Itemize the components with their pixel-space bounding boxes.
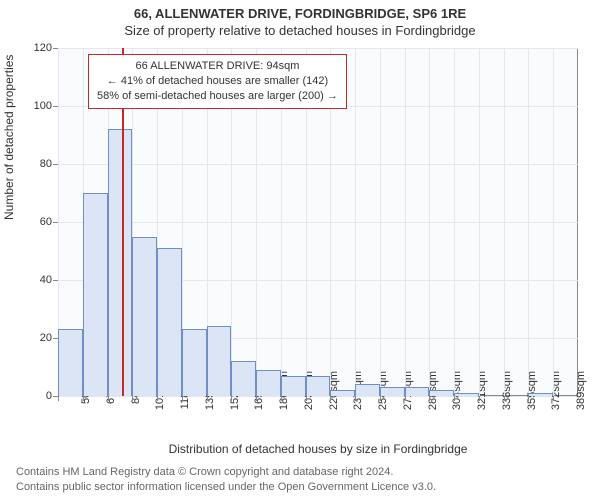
histogram-bar xyxy=(355,384,380,396)
annotation-box: 66 ALLENWATER DRIVE: 94sqm← 41% of detac… xyxy=(88,54,347,109)
histogram-bar xyxy=(256,370,281,396)
x-tick xyxy=(306,396,307,401)
annotation-line-3: 58% of semi-detached houses are larger (… xyxy=(97,89,338,104)
x-tick xyxy=(281,396,282,401)
x-tick xyxy=(182,396,183,401)
histogram-bar xyxy=(454,393,479,396)
chart-title-main: 66, ALLENWATER DRIVE, FORDINGBRIDGE, SP6… xyxy=(0,0,600,21)
histogram-bar xyxy=(281,376,306,396)
grid-line-v xyxy=(553,48,554,396)
y-tick-label: 100 xyxy=(34,100,58,112)
histogram-bar xyxy=(330,390,355,396)
annotation-line-2: ← 41% of detached houses are smaller (14… xyxy=(97,74,338,89)
histogram-bar xyxy=(58,329,83,396)
grid-line-v xyxy=(380,48,381,396)
grid-line-v xyxy=(454,48,455,396)
y-tick-label: 40 xyxy=(40,274,58,286)
histogram-bar xyxy=(306,376,331,396)
x-tick xyxy=(330,396,331,401)
x-tick xyxy=(355,396,356,401)
x-tick xyxy=(553,396,554,401)
y-tick-label: 0 xyxy=(46,390,58,402)
histogram-bar xyxy=(132,237,157,397)
chart-footer: Contains HM Land Registry data © Crown c… xyxy=(16,465,436,494)
y-tick-label: 20 xyxy=(40,332,58,344)
y-tick-label: 80 xyxy=(40,158,58,170)
histogram-bar xyxy=(429,390,454,396)
grid-line-v xyxy=(355,48,356,396)
annotation-line-1: 66 ALLENWATER DRIVE: 94sqm xyxy=(97,59,338,74)
grid-line-v xyxy=(405,48,406,396)
histogram-bar xyxy=(157,248,182,396)
x-tick xyxy=(108,396,109,401)
x-tick xyxy=(504,396,505,401)
y-axis-label: Number of detached properties xyxy=(2,55,16,220)
x-tick-label: 254sqm xyxy=(373,371,389,421)
footer-line-2: Contains public sector information licen… xyxy=(16,480,436,494)
grid-line-v xyxy=(479,48,480,396)
y-tick-label: 60 xyxy=(40,216,58,228)
x-tick-label: 304sqm xyxy=(447,371,463,421)
x-tick xyxy=(231,396,232,401)
histogram-bar xyxy=(380,387,405,396)
grid-line-h xyxy=(58,48,578,49)
histogram-bar xyxy=(207,326,232,396)
x-tick-label: 237sqm xyxy=(348,371,364,421)
x-tick xyxy=(380,396,381,401)
x-tick-label: 372sqm xyxy=(546,371,562,421)
histogram-bar xyxy=(83,193,108,396)
y-tick-label: 120 xyxy=(34,42,58,54)
histogram-bar xyxy=(108,129,133,396)
x-tick xyxy=(454,396,455,401)
x-tick xyxy=(83,396,84,401)
grid-line-v xyxy=(429,48,430,396)
x-tick xyxy=(132,396,133,401)
x-tick-label: 355sqm xyxy=(522,371,538,421)
x-tick xyxy=(207,396,208,401)
chart-title-sub: Size of property relative to detached ho… xyxy=(0,21,600,38)
x-tick xyxy=(58,396,59,401)
histogram-bar xyxy=(231,361,256,396)
x-tick-label: 321sqm xyxy=(472,371,488,421)
x-tick-label: 288sqm xyxy=(423,371,439,421)
x-tick-label: 338sqm xyxy=(497,371,513,421)
grid-line-h xyxy=(58,164,578,165)
footer-line-1: Contains HM Land Registry data © Crown c… xyxy=(16,465,436,479)
histogram-bar xyxy=(405,387,430,396)
x-axis-label: Distribution of detached houses by size … xyxy=(58,442,578,456)
x-tick xyxy=(405,396,406,401)
x-tick xyxy=(256,396,257,401)
x-tick-label: 271sqm xyxy=(398,371,414,421)
grid-line-h xyxy=(58,222,578,223)
grid-line-v xyxy=(504,48,505,396)
x-tick xyxy=(479,396,480,401)
histogram-bar xyxy=(182,329,207,396)
chart-plot-area: 02040608010012050sqm67sqm84sqm101sqm118s… xyxy=(58,48,578,396)
grid-line-v xyxy=(528,48,529,396)
x-tick xyxy=(429,396,430,401)
x-tick xyxy=(528,396,529,401)
histogram-bar xyxy=(528,393,553,396)
x-tick-label: 389sqm xyxy=(571,371,587,421)
x-tick xyxy=(157,396,158,401)
